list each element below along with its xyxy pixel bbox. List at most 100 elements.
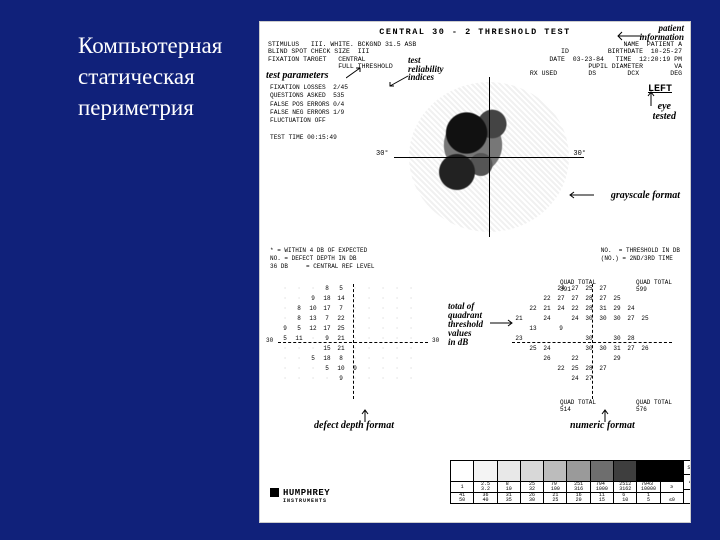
legend-db: 2630 (521, 493, 543, 503)
defect-cell: · (376, 284, 390, 294)
numeric-cell (596, 374, 610, 384)
quad-total-q1: QUAD TOTAL391 (560, 280, 596, 293)
numeric-cell (568, 344, 582, 354)
defect-cell: 21 (334, 344, 348, 354)
rel-4: FALSE NEG ERRORS (270, 109, 333, 116)
numeric-cell: 25 (568, 364, 582, 374)
legend-swatch (451, 461, 473, 482)
numeric-cell (526, 314, 540, 324)
info-row-5: RX USED DS DCX DEG (260, 70, 690, 77)
legend-col: 79431000015 (637, 461, 660, 503)
legend-col: 791002125 (544, 461, 567, 503)
quad-total-q4: QUAD TOTAL576 (636, 400, 672, 413)
info-row-1: STIMULUS III. WHITE. BCKGND 31.5 ASB NAM… (260, 41, 690, 48)
numeric-cell (638, 374, 652, 384)
defect-cell: · (348, 304, 362, 314)
defect-cell: 10 (306, 304, 320, 314)
numeric-cell (540, 364, 554, 374)
numeric-cell: 29 (610, 304, 624, 314)
numeric-cell: 21 (512, 314, 526, 324)
numeric-cell (624, 324, 638, 334)
legend-db: ≤0 (661, 493, 683, 503)
test-time: TEST TIME 00:15:49 (270, 134, 337, 141)
name-value: PATIENT A (647, 41, 682, 48)
legend-db: 3640 (474, 493, 496, 503)
defect-cell: · (404, 294, 418, 304)
defect-cell: · (362, 324, 376, 334)
defect-cell: 5 (320, 364, 334, 374)
legend-side-asb: ASB (683, 475, 690, 489)
rx-label: RX USED DS DCX DEG (530, 70, 682, 77)
defect-cell: 7 (334, 304, 348, 314)
numeric-cell (624, 364, 638, 374)
slide-title: Компьютерная статическая периметрия (78, 30, 222, 123)
numeric-cell: 27 (596, 364, 610, 374)
title-line-3: периметрия (78, 92, 222, 123)
defect-cell: 8 (320, 284, 334, 294)
numeric-cell (596, 324, 610, 334)
defect-cell: · (390, 284, 404, 294)
title-line-1: Компьютерная (78, 30, 222, 61)
time-value: 12:20:19 PM (639, 56, 682, 63)
info-row-4: FULL THRESHOLD PUPIL DIAMETER VA (260, 63, 690, 70)
numeric-cell: 27 (568, 294, 582, 304)
legend-asb: ≥ (661, 482, 683, 493)
brand-name: HUMPHREY (283, 488, 330, 498)
id-label: ID (561, 48, 608, 55)
numeric-cell: 27 (596, 294, 610, 304)
legend-swatch (637, 461, 659, 482)
numeric-cell (568, 324, 582, 334)
defect-cell: · (404, 314, 418, 324)
numeric-cell: 30 (610, 314, 624, 324)
time-label: TIME (604, 56, 639, 63)
legend-swatch (591, 461, 613, 482)
defect-cell: 5 (334, 284, 348, 294)
numeric-cell (512, 324, 526, 334)
numeric-cell (512, 374, 526, 384)
defect-cell: · (390, 364, 404, 374)
defect-cell: · (278, 294, 292, 304)
arrow-numeric-icon (600, 408, 610, 422)
tick-left: 30° (376, 151, 389, 159)
legend-col: 25123162610 (614, 461, 637, 503)
numeric-cell (624, 294, 638, 304)
legend-db: 1620 (567, 493, 589, 503)
numeric-cell: 27 (554, 294, 568, 304)
numeric-cell (512, 294, 526, 304)
defect-cell: · (376, 324, 390, 334)
printout-header: CENTRAL 30 - 2 THRESHOLD TEST (260, 28, 690, 37)
legend-col: ≥≤0 (661, 461, 683, 503)
birthdate-value: 10-25-27 (651, 48, 682, 55)
eye-value: LEFT (648, 84, 672, 95)
label-grayscale-format: grayscale format (611, 190, 680, 201)
legend-swatch (474, 461, 496, 482)
defect-cell: · (306, 374, 320, 384)
defect-cell: · (278, 284, 292, 294)
legend-swatch (614, 461, 636, 482)
label-defect-depth-format: defect depth format (314, 420, 394, 431)
numeric-cell (638, 324, 652, 334)
numeric-cell (512, 284, 526, 294)
numeric-cell (638, 354, 652, 364)
numeric-cell (554, 314, 568, 324)
printout-panel: CENTRAL 30 - 2 THRESHOLD TEST STIMULUS I… (260, 22, 690, 522)
numeric-cell: 30 (596, 344, 610, 354)
numeric-cell: 31 (610, 344, 624, 354)
arrow-defect-icon (360, 408, 370, 422)
legend-db: 1115 (591, 493, 613, 503)
defect-cell: · (390, 294, 404, 304)
legend-swatch (521, 461, 543, 482)
brand-square-icon (270, 488, 279, 497)
defect-cell: · (390, 374, 404, 384)
defect-cell: · (348, 284, 362, 294)
numeric-cell (540, 284, 554, 294)
numeric-cell (526, 374, 540, 384)
legend-swatch (498, 461, 520, 482)
tick-right: 30° (573, 151, 586, 159)
numeric-cell: 27 (624, 344, 638, 354)
reliability-block: FIXATION LOSSES 2/45 QUESTIONS ASKED 535… (270, 84, 348, 143)
legend-col: 25322630 (521, 461, 544, 503)
numeric-cell (554, 354, 568, 364)
defect-cell: · (306, 344, 320, 354)
defect-cell: · (404, 284, 418, 294)
